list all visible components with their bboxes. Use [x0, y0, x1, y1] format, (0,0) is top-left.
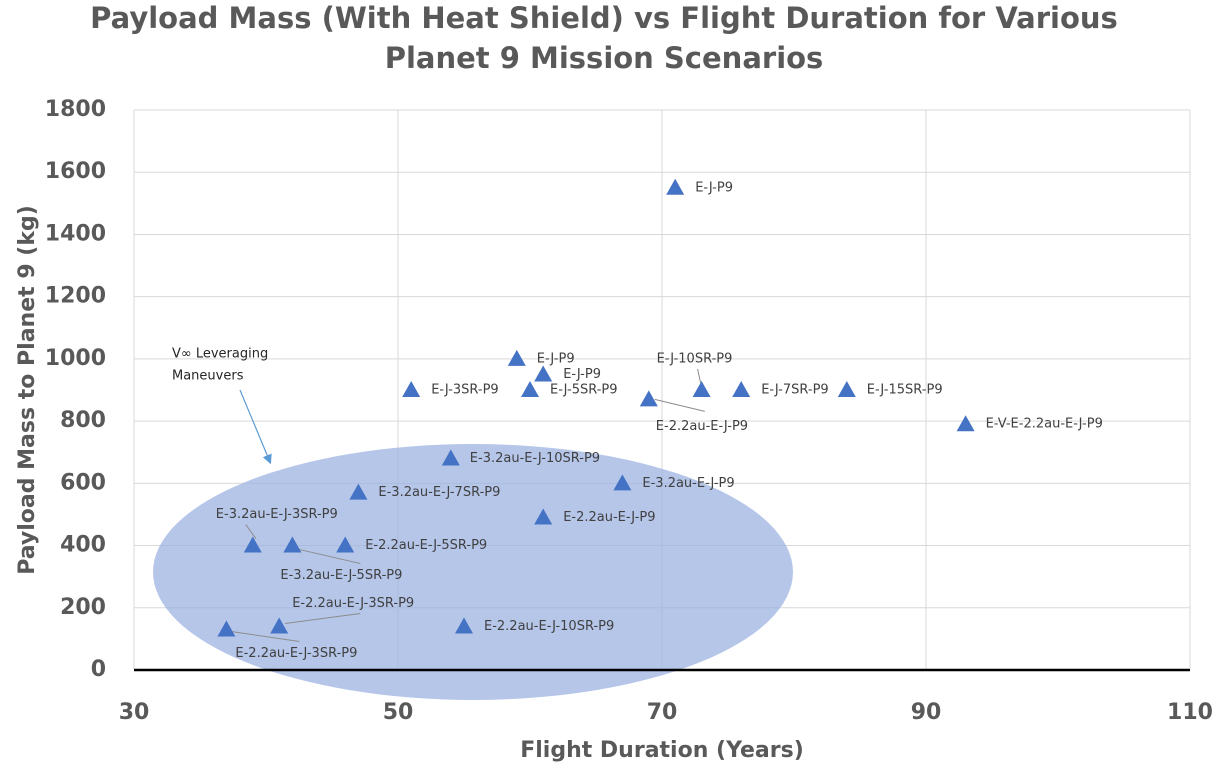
point-label: E-3.2au-E-J-3SR-P9 [216, 507, 338, 522]
point-label: E-J-7SR-P9 [761, 383, 829, 398]
y-axis-title: Payload Mass to Planet 9 (kg) [15, 205, 40, 575]
chart-title: Planet 9 Mission Scenarios [385, 41, 824, 75]
marker [441, 449, 460, 466]
marker [837, 381, 856, 397]
point-label: E-V-E-2.2au-E-J-P9 [986, 417, 1103, 432]
y-tick-label: 1400 [45, 221, 106, 246]
point-label: E-3.2au-E-J-10SR-P9 [470, 451, 600, 466]
y-tick-label: 800 [60, 408, 106, 433]
y-tick-label: 1200 [45, 284, 106, 309]
marker [613, 474, 632, 491]
marker [217, 620, 236, 637]
point-label: E-3.2au-E-J-7SR-P9 [378, 485, 500, 500]
point-label: E-J-P9 [695, 180, 733, 195]
marker [243, 536, 262, 553]
marker [336, 536, 355, 553]
x-tick-label: 70 [647, 700, 678, 725]
marker [666, 178, 685, 195]
y-tick-label: 400 [60, 533, 106, 558]
annotation: Maneuvers [172, 369, 244, 384]
x-axis-title: Flight Duration (Years) [520, 738, 804, 763]
point-label: E-2.2au-E-J-P9 [563, 510, 655, 525]
x-tick-label: 30 [119, 700, 150, 725]
point-label: E-J-15SR-P9 [867, 383, 943, 398]
marker [455, 617, 473, 634]
point-label: E-J-P9 [537, 351, 575, 366]
annotation: V∞ Leveraging [172, 347, 268, 362]
y-tick-label: 0 [91, 657, 106, 682]
marker [534, 508, 553, 525]
marker [507, 349, 526, 366]
point-label: E-J-P9 [563, 367, 601, 382]
y-tick-label: 1600 [45, 159, 106, 184]
highlight-ellipse [153, 444, 793, 700]
marker [270, 617, 289, 634]
marker [402, 381, 421, 397]
annotation-arrow [239, 389, 272, 465]
point-label: E-3.2au-E-J-5SR-P9 [280, 568, 402, 583]
leader-line [654, 398, 705, 412]
point-label: E-2.2au-E-J-3SR-P9 [292, 596, 414, 611]
point-label: E-2.2au-E-J-P9 [656, 419, 748, 434]
marker [349, 483, 368, 500]
marker [521, 381, 539, 397]
point-label: E-J-5SR-P9 [550, 383, 618, 398]
leader-line [285, 612, 361, 624]
marker [692, 381, 711, 397]
marker [732, 381, 751, 397]
y-tick-label: 1800 [45, 97, 106, 122]
marker [534, 365, 553, 382]
y-tick-label: 600 [60, 470, 106, 495]
leader-line [697, 368, 702, 384]
marker [283, 536, 302, 553]
point-label: E-2.2au-E-J-10SR-P9 [484, 619, 614, 634]
point-label: E-J-10SR-P9 [657, 352, 733, 367]
chart-title: Payload Mass (With Heat Shield) vs Fligh… [90, 1, 1118, 35]
point-label: E-3.2au-E-J-P9 [642, 476, 734, 491]
x-tick-label: 90 [911, 700, 942, 725]
x-tick-label: 50 [383, 700, 414, 725]
point-label: E-2.2au-E-J-5SR-P9 [365, 538, 487, 553]
leader-line [295, 548, 361, 565]
leader-line [245, 524, 257, 539]
leader-line [231, 631, 300, 643]
point-label: E-2.2au-E-J-3SR-P9 [235, 646, 357, 661]
y-tick-label: 1000 [45, 346, 106, 371]
marker [639, 390, 658, 407]
marker [956, 415, 975, 432]
point-label: E-J-3SR-P9 [431, 383, 499, 398]
x-tick-label: 110 [1167, 700, 1213, 725]
y-tick-label: 200 [60, 595, 106, 620]
